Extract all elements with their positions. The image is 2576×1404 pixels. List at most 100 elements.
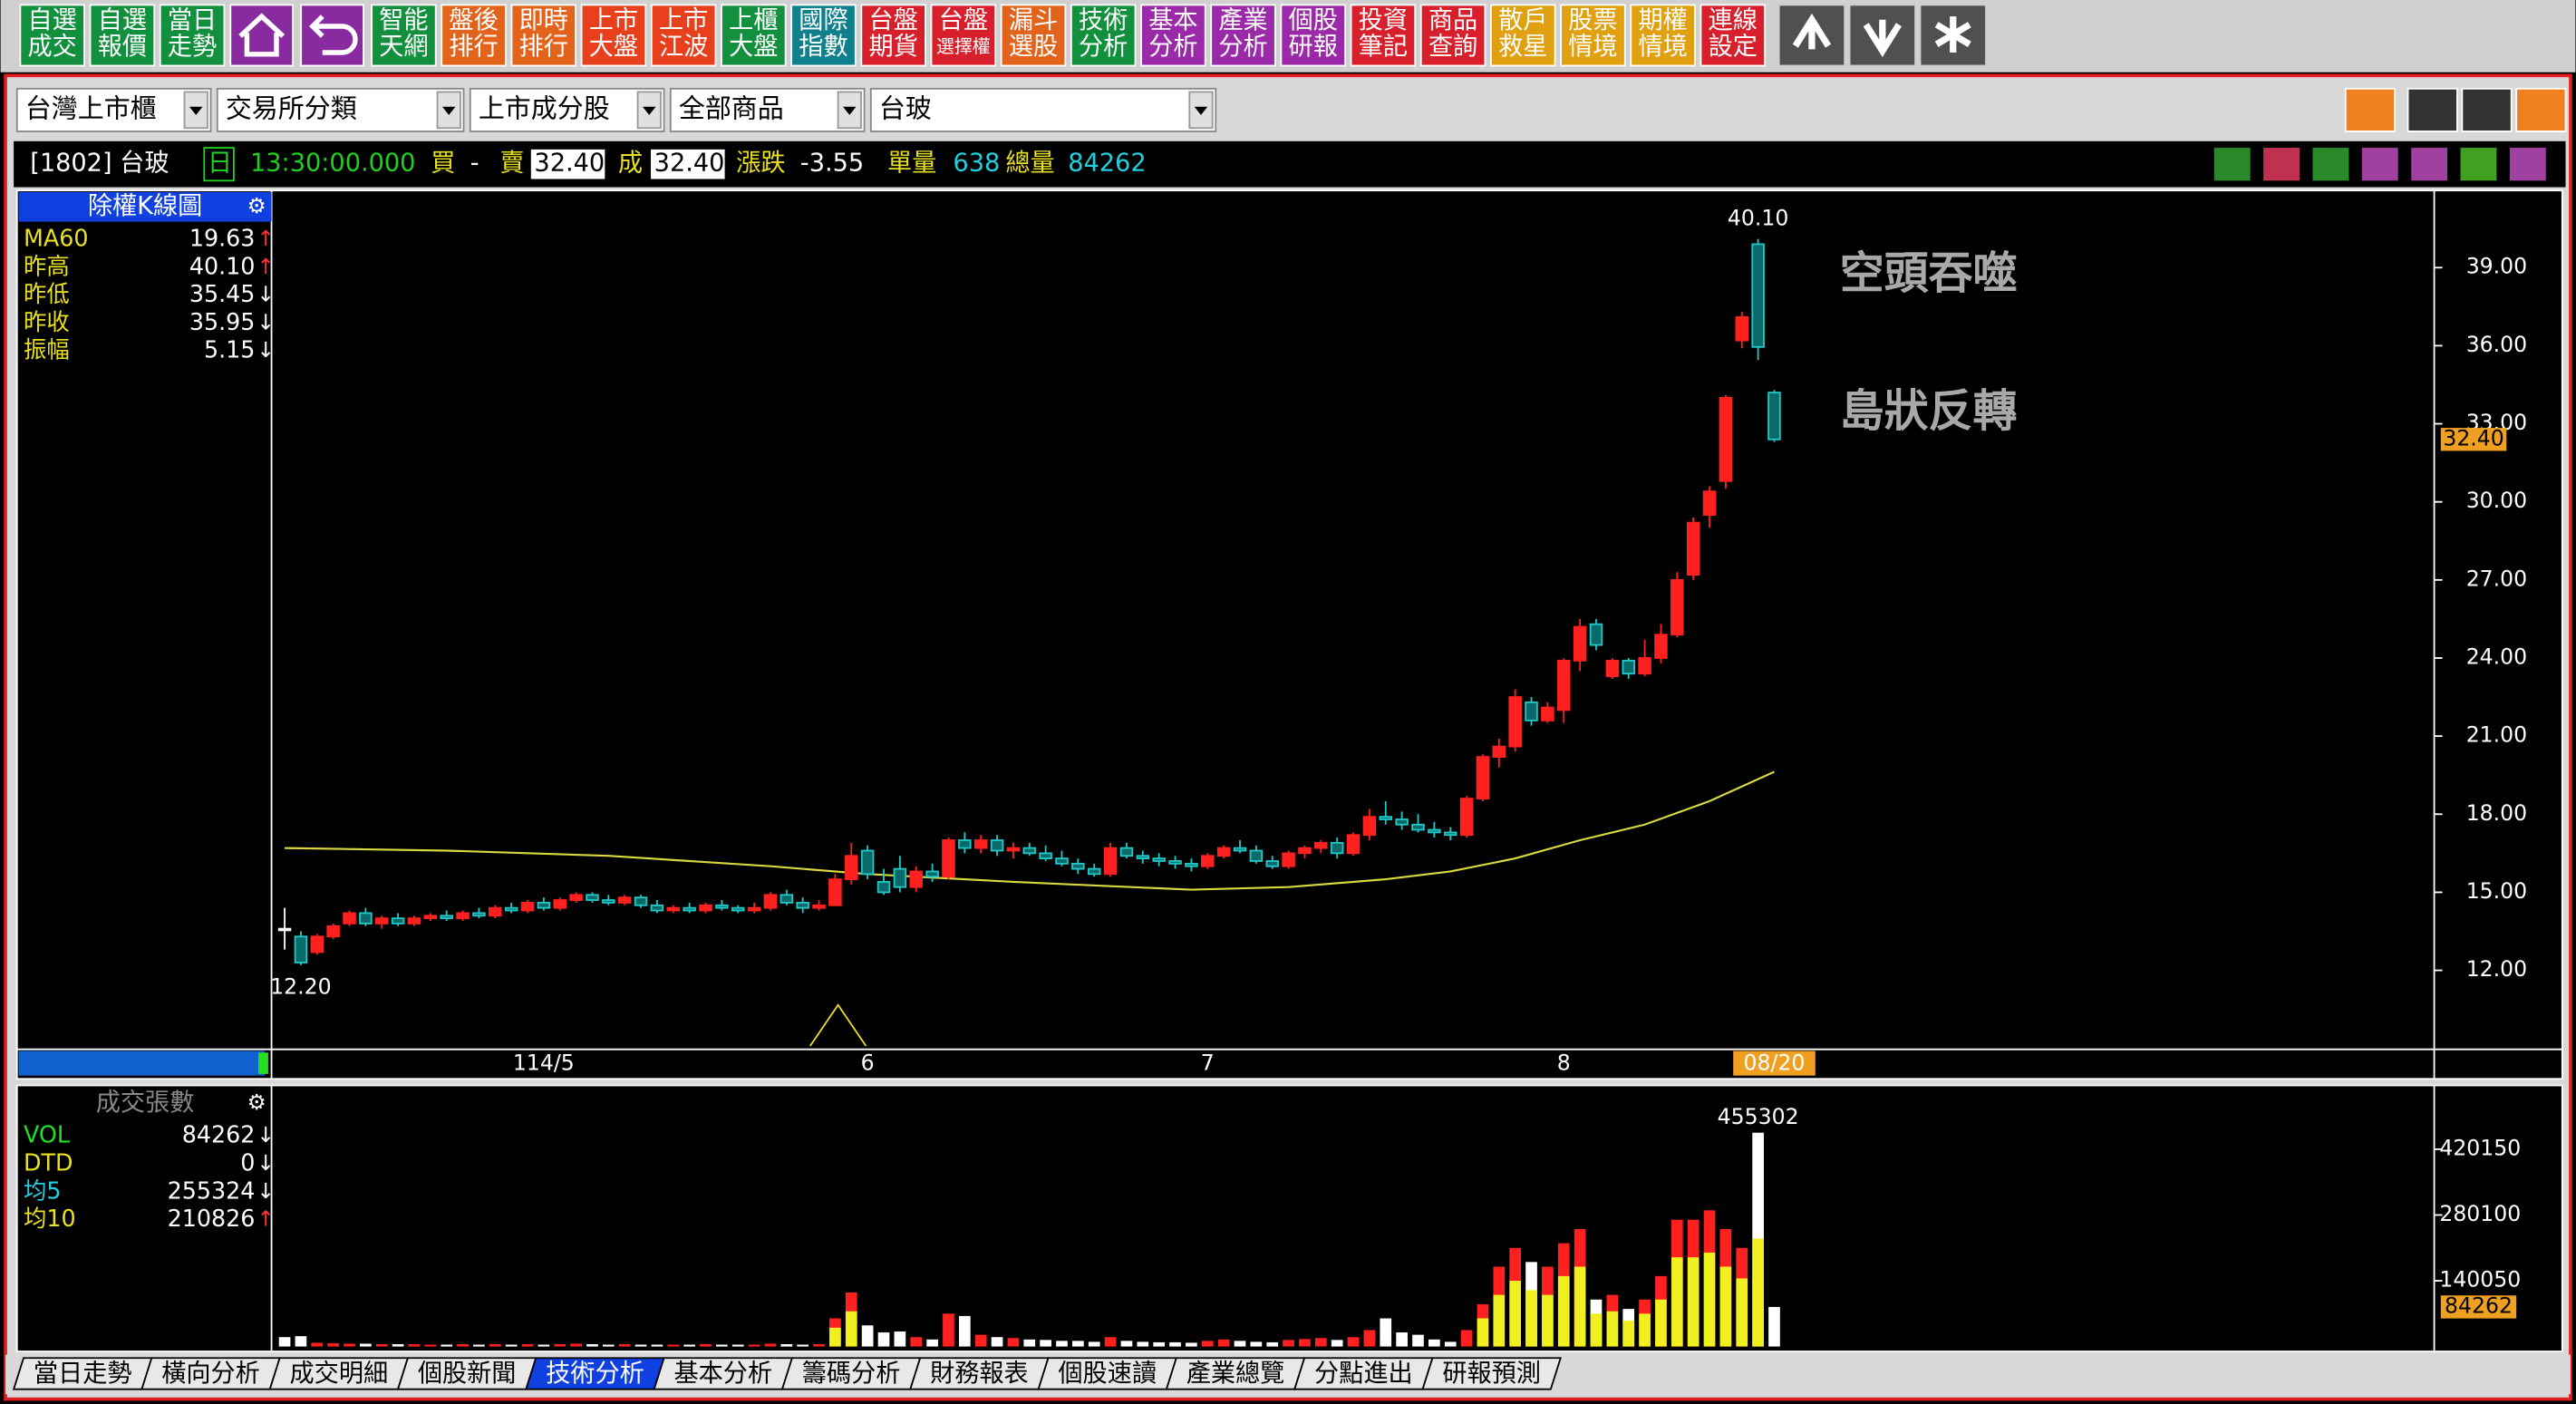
tab-label: 橫向分析 xyxy=(161,1360,260,1388)
up-button[interactable] xyxy=(1777,4,1846,67)
candle xyxy=(456,910,470,922)
candle-body xyxy=(1379,816,1393,820)
volume-bar xyxy=(586,1344,598,1347)
tab[interactable]: 籌碼分析 xyxy=(780,1357,922,1390)
button-label: 即時 xyxy=(519,6,568,34)
toolbar-button[interactable]: 當日走勢 xyxy=(159,4,226,67)
candle-body xyxy=(1638,657,1651,675)
volume-bar xyxy=(1088,1341,1100,1347)
candle-body xyxy=(1103,847,1118,876)
tab[interactable]: 基本分析 xyxy=(653,1357,794,1390)
stat-name: 振幅 xyxy=(24,336,70,363)
home-button[interactable] xyxy=(229,4,295,67)
candle-body xyxy=(1735,315,1748,342)
button-label: 投資 xyxy=(1359,6,1408,34)
candle-body xyxy=(1168,860,1182,865)
candle-body xyxy=(876,881,891,894)
button-face xyxy=(930,4,997,67)
back-button[interactable] xyxy=(300,4,364,67)
tab[interactable]: 分點進出 xyxy=(1293,1357,1434,1390)
dropdown[interactable]: 交易所分類 xyxy=(216,87,465,132)
candle xyxy=(343,910,356,926)
tool-icons xyxy=(2213,148,2546,181)
candle xyxy=(504,902,518,914)
tab[interactable]: 財務報表 xyxy=(909,1357,1050,1390)
button-label: 選股 xyxy=(1009,33,1058,61)
tab[interactable]: 研報預測 xyxy=(1421,1357,1562,1390)
button-face xyxy=(860,4,926,67)
asterisk-button[interactable] xyxy=(1919,4,1987,67)
volume-bar xyxy=(877,1332,890,1347)
button-label: 智能 xyxy=(379,6,428,34)
y-tick-label: 140050 xyxy=(2439,1267,2521,1293)
dropdown[interactable]: 台玻 xyxy=(869,87,1217,132)
tab[interactable]: 成交明細 xyxy=(268,1357,410,1390)
tab[interactable]: 當日走勢 xyxy=(12,1357,153,1390)
volume-inner xyxy=(829,1327,841,1347)
candle-body xyxy=(326,925,340,938)
down-button[interactable] xyxy=(1848,4,1916,67)
toolbar-button[interactable]: 技術分析 xyxy=(1070,4,1137,67)
volume-bar xyxy=(375,1344,388,1347)
volume-bar xyxy=(441,1344,453,1347)
tab[interactable]: 個股新聞 xyxy=(396,1357,537,1390)
volume-bar xyxy=(570,1343,582,1347)
stat-name: DTD xyxy=(24,1148,73,1176)
tab[interactable]: 技術分析 xyxy=(525,1357,665,1390)
candle-body xyxy=(666,906,681,912)
candle-body xyxy=(1492,745,1506,759)
volume-bar xyxy=(1396,1332,1408,1347)
tab[interactable]: 橫向分析 xyxy=(140,1357,281,1390)
button-face xyxy=(1419,4,1487,67)
candle xyxy=(1201,853,1215,869)
button-label: 江波 xyxy=(659,33,708,61)
stat-value: 35.45 xyxy=(189,280,256,307)
volume-bar xyxy=(926,1339,938,1347)
tab[interactable]: 產業總覽 xyxy=(1165,1357,1306,1390)
dropdown-label: 台玻 xyxy=(879,92,932,123)
candle xyxy=(1022,842,1037,857)
volume-bar xyxy=(1380,1318,1392,1347)
toolbar-button[interactable]: 基本分析 xyxy=(1140,4,1206,67)
dropdown[interactable]: 上市成分股 xyxy=(469,87,665,132)
button-label: 情境 xyxy=(1638,33,1687,61)
volume-bar xyxy=(991,1337,1003,1347)
dropdown-arrow xyxy=(441,106,456,115)
candle xyxy=(845,842,858,885)
candle xyxy=(1751,238,1765,361)
volume-bar xyxy=(360,1343,372,1347)
candle xyxy=(909,866,923,893)
candle xyxy=(763,892,778,911)
candle xyxy=(326,923,340,940)
candle-body xyxy=(634,896,648,906)
dropdown[interactable]: 台灣上市櫃 xyxy=(15,87,212,132)
dropdown-arrow xyxy=(1194,106,1208,115)
dropdown[interactable]: 全部商品 xyxy=(669,87,866,132)
candle-body xyxy=(1216,847,1231,857)
candle-body xyxy=(1346,834,1361,855)
tab[interactable]: 個股速讀 xyxy=(1037,1357,1178,1390)
button-label: 當日 xyxy=(168,6,217,34)
volume-bar xyxy=(748,1344,760,1347)
buy-label: 買 xyxy=(431,150,455,178)
